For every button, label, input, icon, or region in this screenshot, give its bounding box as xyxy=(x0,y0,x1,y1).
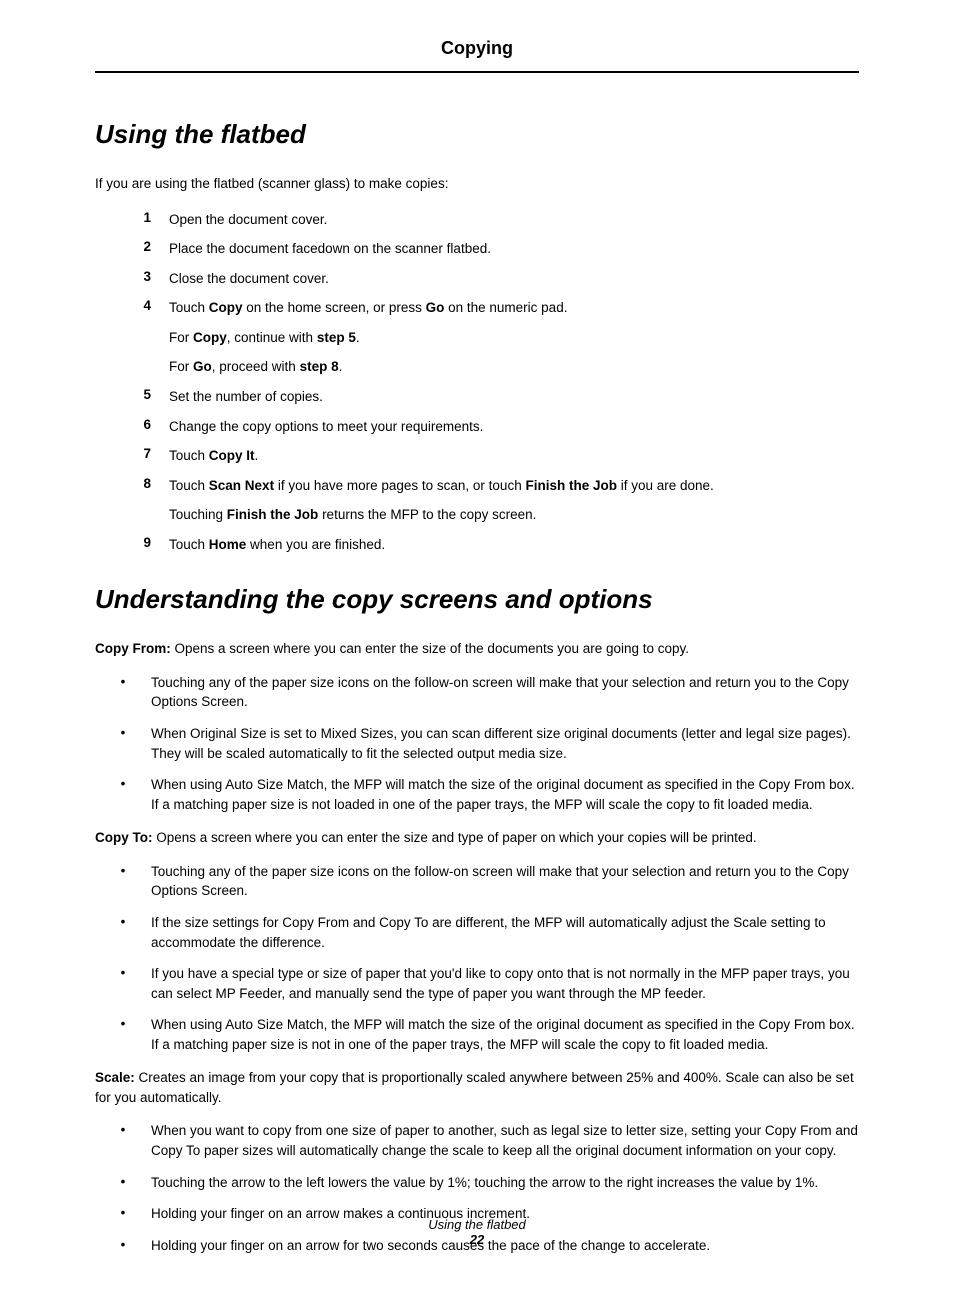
bullet-text: When you want to copy from one size of p… xyxy=(151,1121,859,1160)
bullet-text: When using Auto Size Match, the MFP will… xyxy=(151,1015,859,1054)
step-number: 4 xyxy=(95,298,169,377)
bullet-item: •When you want to copy from one size of … xyxy=(95,1121,859,1160)
bullet-text: If the size settings for Copy From and C… xyxy=(151,913,859,952)
step-item: 5Set the number of copies. xyxy=(95,387,859,407)
bullet-item: •If the size settings for Copy From and … xyxy=(95,913,859,952)
definition-lead: Copy To: Opens a screen where you can en… xyxy=(95,828,859,848)
step-number: 1 xyxy=(95,210,169,230)
bullet-item: •When using Auto Size Match, the MFP wil… xyxy=(95,775,859,814)
step-number: 6 xyxy=(95,417,169,437)
step-body: Change the copy options to meet your req… xyxy=(169,417,859,437)
step-body: Open the document cover. xyxy=(169,210,859,230)
step-text: Open the document cover. xyxy=(169,210,859,230)
step-body: Touch Copy It. xyxy=(169,446,859,466)
bullet-marker: • xyxy=(95,964,151,1003)
step-body: Touch Scan Next if you have more pages t… xyxy=(169,476,859,525)
step-text: Close the document cover. xyxy=(169,269,859,289)
chapter-title: Copying xyxy=(95,38,859,73)
page-footer: Using the flatbed 22 xyxy=(0,1217,954,1247)
step-item: 8Touch Scan Next if you have more pages … xyxy=(95,476,859,525)
bullet-marker: • xyxy=(95,1015,151,1054)
definition-lead: Copy From: Opens a screen where you can … xyxy=(95,639,859,659)
bullet-item: •Touching the arrow to the left lowers t… xyxy=(95,1173,859,1193)
bullet-marker: • xyxy=(95,862,151,901)
heading-using-flatbed: Using the flatbed xyxy=(95,119,859,150)
bullet-text: When Original Size is set to Mixed Sizes… xyxy=(151,724,859,763)
step-item: 2Place the document facedown on the scan… xyxy=(95,239,859,259)
step-text: Set the number of copies. xyxy=(169,387,859,407)
step-number: 9 xyxy=(95,535,169,555)
step-number: 2 xyxy=(95,239,169,259)
step-body: Place the document facedown on the scann… xyxy=(169,239,859,259)
step-subtext: For Copy, continue with step 5. xyxy=(169,328,859,348)
step-number: 5 xyxy=(95,387,169,407)
bullet-item: •If you have a special type or size of p… xyxy=(95,964,859,1003)
step-item: 1Open the document cover. xyxy=(95,210,859,230)
bullet-item: •When Original Size is set to Mixed Size… xyxy=(95,724,859,763)
step-text: Change the copy options to meet your req… xyxy=(169,417,859,437)
bullet-item: •When using Auto Size Match, the MFP wil… xyxy=(95,1015,859,1054)
step-body: Touch Home when you are finished. xyxy=(169,535,859,555)
step-body: Close the document cover. xyxy=(169,269,859,289)
definitions: Copy From: Opens a screen where you can … xyxy=(95,639,859,1255)
bullet-marker: • xyxy=(95,1121,151,1160)
bullet-text: Touching any of the paper size icons on … xyxy=(151,862,859,901)
step-subtext: For Go, proceed with step 8. xyxy=(169,357,859,377)
step-text: Touch Copy on the home screen, or press … xyxy=(169,298,859,318)
step-item: 4Touch Copy on the home screen, or press… xyxy=(95,298,859,377)
step-text: Touch Scan Next if you have more pages t… xyxy=(169,476,859,496)
step-number: 3 xyxy=(95,269,169,289)
step-text: Touch Copy It. xyxy=(169,446,859,466)
step-item: 9Touch Home when you are finished. xyxy=(95,535,859,555)
bullet-list: •Touching any of the paper size icons on… xyxy=(95,862,859,1055)
definition-lead: Scale: Creates an image from your copy t… xyxy=(95,1068,859,1107)
bullet-text: If you have a special type or size of pa… xyxy=(151,964,859,1003)
step-item: 3Close the document cover. xyxy=(95,269,859,289)
heading-copy-screens: Understanding the copy screens and optio… xyxy=(95,584,859,615)
step-subtext: Touching Finish the Job returns the MFP … xyxy=(169,505,859,525)
step-number: 7 xyxy=(95,446,169,466)
intro-text: If you are using the flatbed (scanner gl… xyxy=(95,174,859,194)
bullet-item: •Touching any of the paper size icons on… xyxy=(95,862,859,901)
step-text: Place the document facedown on the scann… xyxy=(169,239,859,259)
bullet-text: When using Auto Size Match, the MFP will… xyxy=(151,775,859,814)
step-number: 8 xyxy=(95,476,169,525)
bullet-text: Touching the arrow to the left lowers th… xyxy=(151,1173,859,1193)
bullet-item: •Touching any of the paper size icons on… xyxy=(95,673,859,712)
step-text: Touch Home when you are finished. xyxy=(169,535,859,555)
step-item: 6Change the copy options to meet your re… xyxy=(95,417,859,437)
bullet-marker: • xyxy=(95,913,151,952)
bullet-marker: • xyxy=(95,775,151,814)
footer-section-title: Using the flatbed xyxy=(428,1217,526,1232)
step-body: Set the number of copies. xyxy=(169,387,859,407)
bullet-list: •Touching any of the paper size icons on… xyxy=(95,673,859,814)
bullet-marker: • xyxy=(95,673,151,712)
step-item: 7Touch Copy It. xyxy=(95,446,859,466)
numbered-steps: 1Open the document cover.2Place the docu… xyxy=(95,210,859,555)
document-page: Copying Using the flatbed If you are usi… xyxy=(0,0,954,1299)
step-body: Touch Copy on the home screen, or press … xyxy=(169,298,859,377)
bullet-marker: • xyxy=(95,1173,151,1193)
bullet-text: Touching any of the paper size icons on … xyxy=(151,673,859,712)
bullet-marker: • xyxy=(95,724,151,763)
